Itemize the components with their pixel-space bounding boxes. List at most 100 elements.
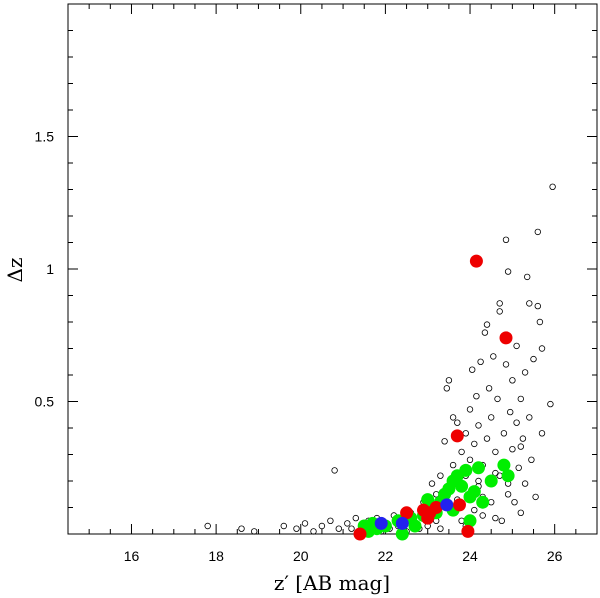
open-circle-point	[318, 522, 326, 530]
open-circle-point	[500, 430, 508, 437]
open-circle-point	[481, 329, 489, 336]
open-circle-point	[509, 446, 516, 453]
x-tick-label: 16	[124, 548, 140, 564]
open-circle-point	[549, 183, 556, 190]
open-circle-point	[445, 377, 453, 384]
open-circle-point	[475, 422, 482, 429]
filled-circle-point	[472, 461, 485, 475]
open-circle-point	[502, 361, 510, 368]
open-circle-point	[466, 406, 474, 413]
filled-circle-point	[440, 498, 454, 512]
open-circle-point	[479, 512, 486, 519]
open-circle-point	[437, 472, 444, 479]
open-circle-point	[538, 345, 546, 352]
x-axis-label: z′ [AB mag]	[274, 571, 390, 595]
filled-circle-point	[453, 498, 466, 512]
data-points	[204, 183, 556, 541]
open-circle-point	[204, 522, 211, 530]
filled-circle-point	[374, 516, 388, 530]
y-tick-label: 0.5	[35, 394, 55, 410]
open-circle-point	[526, 414, 533, 421]
open-circle-point	[532, 493, 539, 501]
filled-circle-point	[499, 331, 513, 345]
open-circle-point	[502, 236, 510, 243]
open-circle-point	[449, 414, 457, 421]
filled-circle-point	[408, 519, 422, 533]
open-circle-point	[454, 419, 461, 426]
open-circle-point	[469, 366, 476, 373]
filled-circle-point	[463, 514, 477, 528]
series-2	[353, 254, 513, 541]
open-circle-point	[471, 506, 478, 514]
x-tick-label: 26	[547, 548, 563, 564]
open-circle-point	[280, 522, 287, 530]
open-circle-point	[513, 419, 520, 426]
series-3	[374, 498, 454, 530]
open-circle-point	[515, 464, 522, 471]
open-circle-point	[517, 509, 524, 516]
open-circle-point	[538, 430, 546, 437]
open-circle-point	[473, 393, 480, 400]
open-circle-point	[496, 300, 503, 307]
open-circle-point	[352, 514, 359, 522]
open-circle-point	[507, 408, 514, 416]
open-circle-point	[335, 525, 342, 532]
open-circle-point	[536, 318, 544, 326]
filled-circle-point	[497, 458, 511, 472]
open-circle-point	[492, 514, 499, 522]
open-circle-point	[547, 400, 554, 408]
filled-circle-point	[450, 429, 464, 443]
filled-circle-point	[400, 506, 414, 520]
open-circle-point	[534, 228, 541, 236]
x-tick-label: 20	[293, 548, 309, 564]
open-circle-point	[504, 491, 512, 498]
open-circle-point	[443, 385, 450, 392]
open-circle-point	[526, 300, 533, 307]
filled-circle-point	[395, 516, 409, 530]
open-circle-point	[293, 525, 300, 532]
open-circle-point	[441, 438, 448, 445]
open-circle-point	[344, 520, 351, 527]
filled-circle-point	[476, 495, 490, 509]
open-circle-point	[301, 520, 309, 527]
open-circle-point	[250, 528, 258, 535]
open-circle-point	[488, 414, 495, 421]
open-circle-point	[428, 480, 436, 487]
filled-circle-point	[459, 463, 473, 477]
open-circle-point	[513, 342, 520, 350]
filled-circle-point	[501, 469, 515, 483]
plot-frame	[67, 3, 598, 535]
open-circle-point	[475, 477, 482, 485]
open-circle-point	[504, 268, 512, 275]
filled-circle-point	[467, 485, 481, 499]
open-circle-point	[517, 443, 524, 450]
open-circle-point	[492, 448, 499, 456]
open-circle-point	[485, 385, 493, 392]
x-tick-label: 24	[462, 548, 478, 564]
series-0	[204, 183, 556, 535]
open-circle-point	[458, 448, 465, 456]
x-tick-label: 18	[208, 548, 224, 564]
y-tick-label: 1	[46, 261, 54, 277]
open-circle-point	[327, 517, 334, 524]
open-circle-point	[466, 456, 474, 463]
open-circle-point	[488, 499, 495, 506]
x-tick-label: 22	[378, 548, 394, 564]
open-circle-point	[511, 499, 518, 506]
open-circle-point	[521, 369, 529, 376]
y-tick-label: 1.5	[35, 129, 55, 145]
open-circle-point	[524, 273, 531, 281]
open-circle-point	[521, 480, 529, 487]
open-circle-point	[437, 525, 444, 532]
open-circle-point	[490, 353, 497, 360]
open-circle-point	[310, 528, 317, 535]
filled-circle-point	[395, 527, 409, 541]
open-circle-point	[519, 435, 527, 442]
open-circle-point	[331, 467, 338, 474]
open-circle-point	[471, 440, 478, 448]
open-circle-point	[496, 308, 503, 315]
filled-circle-point	[455, 479, 469, 493]
filled-circle-point	[353, 527, 367, 541]
filled-circle-point	[461, 524, 475, 538]
